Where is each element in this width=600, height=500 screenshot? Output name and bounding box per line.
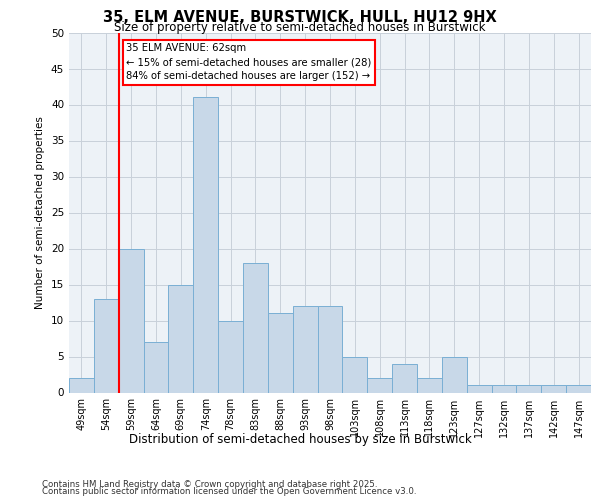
Bar: [193, 98, 218, 393]
Text: 35 ELM AVENUE: 62sqm
← 15% of semi-detached houses are smaller (28)
84% of semi-: 35 ELM AVENUE: 62sqm ← 15% of semi-detac…: [126, 44, 371, 82]
Bar: [367, 378, 392, 392]
Text: Size of property relative to semi-detached houses in Burstwick: Size of property relative to semi-detach…: [114, 22, 486, 35]
Bar: [491, 386, 517, 392]
Bar: [467, 386, 491, 392]
Bar: [293, 306, 317, 392]
Y-axis label: Number of semi-detached properties: Number of semi-detached properties: [35, 116, 46, 309]
Bar: [268, 314, 293, 392]
Bar: [94, 299, 119, 392]
Bar: [169, 284, 193, 393]
Bar: [517, 386, 541, 392]
Bar: [566, 386, 591, 392]
Bar: [541, 386, 566, 392]
Text: Contains HM Land Registry data © Crown copyright and database right 2025.: Contains HM Land Registry data © Crown c…: [42, 480, 377, 489]
Bar: [243, 263, 268, 392]
Bar: [119, 248, 143, 392]
Bar: [392, 364, 417, 392]
Bar: [317, 306, 343, 392]
Bar: [343, 356, 367, 392]
Text: 35, ELM AVENUE, BURSTWICK, HULL, HU12 9HX: 35, ELM AVENUE, BURSTWICK, HULL, HU12 9H…: [103, 10, 497, 25]
Bar: [218, 320, 243, 392]
Bar: [442, 356, 467, 392]
Bar: [69, 378, 94, 392]
Bar: [143, 342, 169, 392]
Bar: [417, 378, 442, 392]
Text: Distribution of semi-detached houses by size in Burstwick: Distribution of semi-detached houses by …: [128, 432, 472, 446]
Text: Contains public sector information licensed under the Open Government Licence v3: Contains public sector information licen…: [42, 487, 416, 496]
